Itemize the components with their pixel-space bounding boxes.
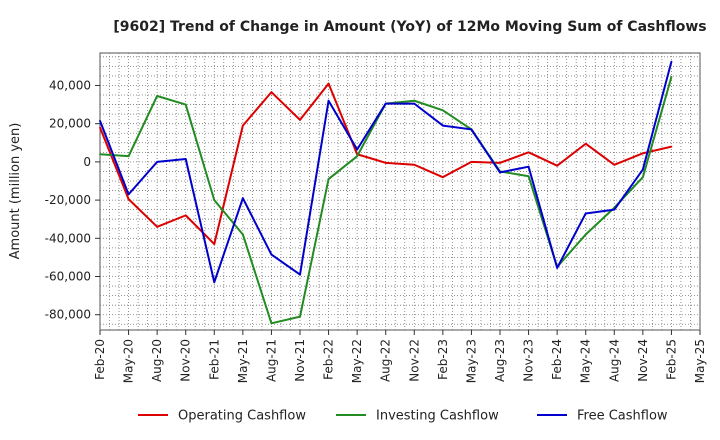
x-axis-ticks: Feb-20 May-20 Aug-20 Nov-20 Feb-21 May-21 Aug-… [93,330,707,383]
y-tick-label: -60,000 [45,270,91,284]
x-tick-label: Aug-21 [264,339,278,382]
operating-cashflow-point [270,91,273,94]
x-tick-label: Nov-22 [407,339,421,382]
investing-cashflow-point [270,322,273,325]
operating-cashflow-point [613,163,616,166]
free-cashflow-point [156,160,159,163]
operating-cashflow-point [641,152,644,155]
free-cashflow-point [670,60,673,63]
investing-cashflow-point [99,153,101,156]
free-cashflow-point [499,171,501,174]
x-tick-label: Feb-20 [93,339,107,380]
free-cashflow-point [270,253,273,256]
legend: Operating Cashflow Investing Cashflow Free… [138,409,668,424]
operating-cashflow-point [241,124,244,127]
operating-cashflow-point [213,243,216,245]
investing-cashflow-point [670,75,673,78]
operating-cashflow-point [413,163,416,166]
investing-cashflow-point [527,175,530,178]
free-cashflow-legend-label: Free Cashflow [577,409,668,424]
chart-title: [9602] Trend of Change in Amount (YoY) o… [113,19,706,35]
free-cashflow-point [441,124,444,127]
investing-cashflow-point [584,233,587,236]
x-tick-label: Nov-20 [179,339,193,382]
x-tick-label: Feb-24 [550,339,564,380]
operating-cashflow-point [384,161,387,164]
free-cashflow-point [384,102,387,105]
free-cashflow-point [127,193,130,196]
operating-cashflow-point [670,145,673,148]
free-cashflow-point [213,281,216,284]
investing-cashflow-point [327,178,330,180]
series-layer [99,60,673,325]
free-cashflow-point [241,197,244,200]
operating-cashflow-point [299,118,301,121]
investing-cashflow-point [299,315,301,318]
investing-cashflow-point [127,155,130,158]
x-tick-label: May-20 [122,339,136,383]
investing-cashflow-point [441,109,444,112]
y-tick-label: 20,000 [49,117,91,131]
operating-cashflow-point [127,198,130,201]
x-tick-label: May-24 [579,339,593,383]
x-tick-label: May-21 [236,339,250,383]
operating-cashflow-point [499,161,501,164]
y-tick-label: 0 [83,155,91,169]
free-cashflow-point [556,267,559,269]
free-cashflow-point [470,128,473,131]
operating-cashflow-point [156,225,159,228]
investing-cashflow-point [641,176,644,179]
plot-area [99,52,701,331]
grid [100,53,700,330]
investing-cashflow-point [213,199,216,201]
operating-cashflow-point [527,151,530,154]
x-tick-label: Feb-22 [322,339,336,380]
x-tick-label: May-23 [464,339,478,383]
x-tick-label: May-22 [350,339,364,383]
investing-cashflow-point [184,103,187,106]
operating-cashflow-point [441,176,444,179]
operating-cashflow-legend-label: Operating Cashflow [178,409,306,424]
x-tick-label: Feb-21 [207,339,221,380]
free-cashflow-point [356,148,359,151]
investing-cashflow-legend-label: Investing Cashflow [376,409,499,424]
free-cashflow-point [327,99,330,102]
x-tick-label: Aug-22 [379,339,393,382]
free-cashflow-point [184,158,187,160]
x-tick-label: Aug-20 [150,339,164,382]
free-cashflow-point [299,273,301,276]
free-cashflow-point [99,119,101,122]
x-tick-label: Feb-23 [436,339,450,380]
operating-cashflow-point [327,82,330,85]
free-cashflow-point [613,208,616,211]
x-tick-label: Nov-24 [636,339,650,382]
y-axis-label: Amount (million yen) [8,123,23,260]
free-cashflow-point [641,168,644,171]
free-cashflow-point [413,102,416,105]
investing-cashflow-point [241,233,244,236]
x-tick-label: Nov-23 [522,339,536,382]
x-tick-label: Aug-24 [607,339,621,382]
free-cashflow-point [527,165,530,168]
y-tick-label: -20,000 [45,193,91,207]
x-tick-label: Feb-25 [664,339,678,380]
y-axis-ticks: -80,000 -60,000 -40,000 -20,000 0 20,000 40,00… [45,78,100,322]
x-tick-label: Nov-21 [293,339,307,382]
investing-cashflow-point [413,99,416,102]
x-tick-label: Aug-23 [493,339,507,382]
y-tick-label: -40,000 [45,231,91,245]
free-cashflow-point [584,212,587,215]
x-tick-label: May-25 [693,339,707,383]
investing-cashflow-point [356,155,359,158]
operating-cashflow-point [556,164,559,167]
investing-cashflow-point [156,95,159,97]
y-tick-label: 40,000 [49,78,91,92]
y-tick-label: -80,000 [45,308,91,322]
operating-cashflow-point [470,160,473,163]
operating-cashflow-point [584,142,587,145]
operating-cashflow-point [99,126,101,129]
operating-cashflow-point [184,214,187,217]
